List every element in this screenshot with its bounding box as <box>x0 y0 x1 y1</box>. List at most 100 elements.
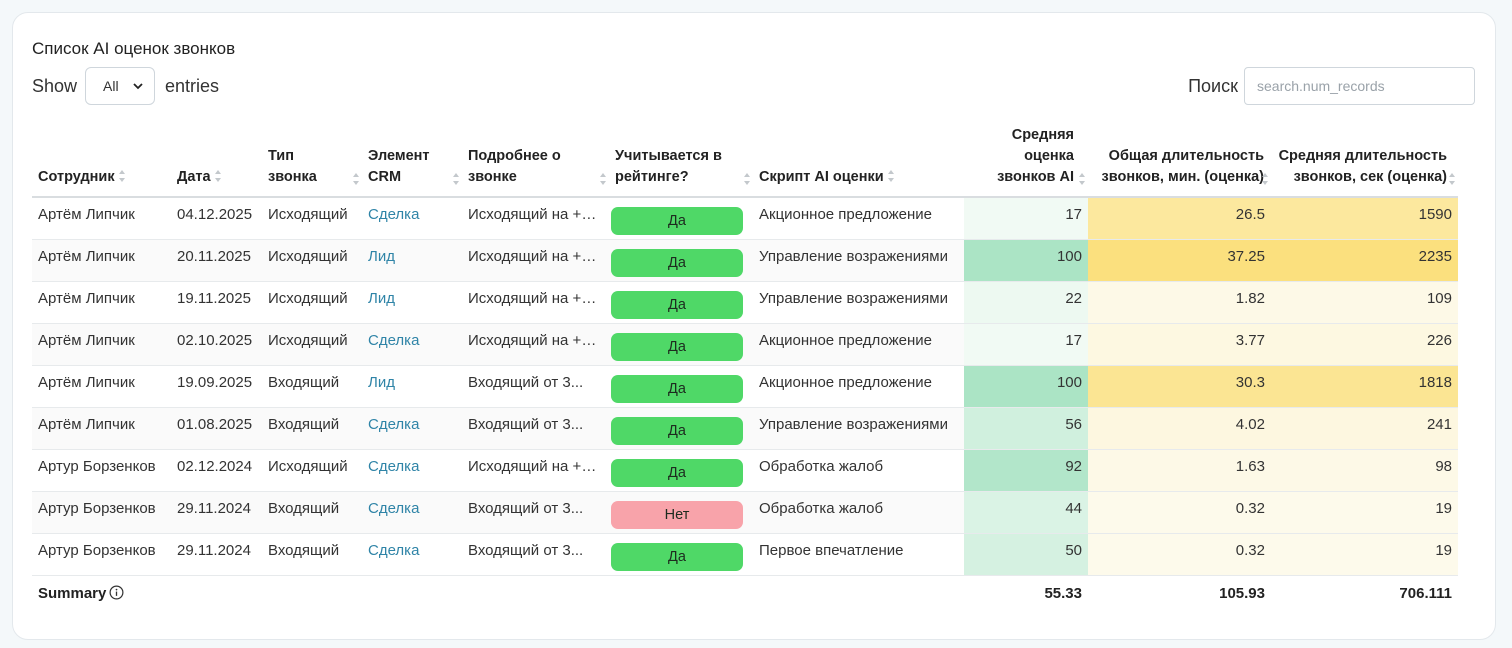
call-type-cell: Исходящий <box>262 281 362 324</box>
ai-script-cell: Первое впечатление <box>753 533 964 576</box>
employee-cell: Артём Липчик <box>32 281 171 324</box>
column-header-in-rating[interactable]: Учитывается в рейтинге? <box>609 125 753 198</box>
crm-link[interactable]: Сделка <box>362 449 462 492</box>
in-rating-badge: Да <box>609 365 753 408</box>
column-header-employee[interactable]: Сотрудник <box>32 125 171 198</box>
employee-cell: Артём Липчик <box>32 197 171 240</box>
in-rating-badge: Да <box>609 197 753 240</box>
column-header-call-type[interactable]: Тип звонка <box>262 125 362 198</box>
rating-badge: Да <box>611 291 743 319</box>
column-header-date[interactable]: Дата <box>171 125 262 198</box>
call-details-cell[interactable]: Исходящий на +79... <box>462 449 609 492</box>
sort-icon <box>353 173 359 185</box>
crm-link[interactable]: Сделка <box>362 491 462 534</box>
crm-link[interactable]: Сделка <box>362 323 462 366</box>
rating-badge: Да <box>611 375 743 403</box>
employee-cell: Артём Липчик <box>32 323 171 366</box>
chevron-down-icon <box>133 83 143 90</box>
entries-select[interactable]: All <box>85 67 156 105</box>
sort-icon <box>600 173 606 185</box>
employee-cell: Артур Борзенков <box>32 449 171 492</box>
date-cell: 19.09.2025 <box>171 365 262 408</box>
call-type-cell: Исходящий <box>262 197 362 240</box>
avg-duration-cell: 19 <box>1271 491 1458 534</box>
call-details-cell[interactable]: Исходящий на +79... <box>462 323 609 366</box>
avg-score-cell: 17 <box>964 197 1088 240</box>
avg-score-cell: 92 <box>964 449 1088 492</box>
search-input[interactable] <box>1244 67 1475 105</box>
column-header-crm-element[interactable]: Элемент CRM <box>362 125 462 198</box>
avg-score-cell: 100 <box>964 239 1088 282</box>
summary-row: Summary 55.33 105.93 706.111 <box>32 574 1458 611</box>
table-row: Артём Липчик 04.12.2025 Исходящий Сделка Исх… <box>32 197 1458 240</box>
show-label: Show <box>32 75 78 96</box>
call-details-cell[interactable]: Входящий от 3... <box>462 491 609 534</box>
date-cell: 19.11.2025 <box>171 281 262 324</box>
call-type-cell: Входящий <box>262 491 362 534</box>
date-cell: 04.12.2025 <box>171 197 262 240</box>
ai-script-cell: Обработка жалоб <box>753 491 964 534</box>
total-duration-cell: 4.02 <box>1088 407 1271 450</box>
avg-score-cell: 56 <box>964 407 1088 450</box>
column-header-avg-ai-score[interactable]: Средняя оценка звонков AI <box>964 125 1088 198</box>
ai-script-cell: Акционное предложение <box>753 323 964 366</box>
total-duration-cell: 1.63 <box>1088 449 1271 492</box>
call-details-cell[interactable]: Входящий от 3... <box>462 407 609 450</box>
crm-link[interactable]: Лид <box>362 239 462 282</box>
table-row: Артём Липчик 19.11.2025 Исходящий Лид Исходя… <box>32 281 1458 324</box>
crm-link[interactable]: Лид <box>362 365 462 408</box>
summary-avg-duration: 706.111 <box>1271 574 1458 611</box>
employee-cell: Артур Борзенков <box>32 533 171 576</box>
crm-link[interactable]: Сделка <box>362 533 462 576</box>
in-rating-badge: Да <box>609 281 753 324</box>
call-details-cell[interactable]: Входящий от 3... <box>462 533 609 576</box>
date-cell: 20.11.2025 <box>171 239 262 282</box>
avg-duration-cell: 1818 <box>1271 365 1458 408</box>
column-header-ai-script[interactable]: Скрипт AI оценки <box>753 125 964 198</box>
rating-badge: Да <box>611 207 743 236</box>
in-rating-badge: Да <box>609 239 753 282</box>
avg-score-cell: 22 <box>964 281 1088 324</box>
total-duration-cell: 26.5 <box>1088 197 1271 240</box>
table-row: Артём Липчик 01.08.2025 Входящий Сделка Вход… <box>32 407 1458 450</box>
total-duration-cell: 1.82 <box>1088 281 1271 324</box>
rating-badge: Нет <box>611 501 743 529</box>
table-row: Артур Борзенков 29.11.2024 Входящий Сделка В… <box>32 533 1458 576</box>
search-control: Поиск <box>1188 67 1475 105</box>
call-type-cell: Исходящий <box>262 239 362 282</box>
avg-duration-cell: 98 <box>1271 449 1458 492</box>
ai-script-cell: Акционное предложение <box>753 365 964 408</box>
column-header-avg-duration[interactable]: Средняя длительность звонков, сек (оценк… <box>1271 125 1458 198</box>
card-title: Список AI оценок звонков <box>32 39 236 58</box>
column-header-call-details[interactable]: Подробнее о звонке <box>462 125 609 198</box>
sort-icon <box>118 170 125 182</box>
in-rating-badge: Да <box>609 407 753 450</box>
crm-link[interactable]: Сделка <box>362 197 462 240</box>
call-details-cell[interactable]: Исходящий на +79... <box>462 281 609 324</box>
in-rating-badge: Да <box>609 533 753 576</box>
column-header-total-duration[interactable]: Общая длительность звонков, мин. (оценка… <box>1088 125 1271 198</box>
crm-link[interactable]: Сделка <box>362 407 462 450</box>
employee-cell: Артур Борзенков <box>32 491 171 534</box>
employee-cell: Артём Липчик <box>32 239 171 282</box>
in-rating-badge: Да <box>609 449 753 492</box>
date-cell: 01.08.2025 <box>171 407 262 450</box>
table-row: Артур Борзенков 29.11.2024 Входящий Сделка В… <box>32 491 1458 534</box>
call-details-cell[interactable]: Исходящий на +79... <box>462 197 609 240</box>
call-details-cell[interactable]: Исходящий на +79... <box>462 239 609 282</box>
call-type-cell: Исходящий <box>262 449 362 492</box>
employee-cell: Артём Липчик <box>32 365 171 408</box>
rating-badge: Да <box>611 249 743 277</box>
crm-link[interactable]: Лид <box>362 281 462 324</box>
employee-cell: Артём Липчик <box>32 407 171 450</box>
info-icon[interactable] <box>109 585 124 600</box>
ai-script-cell: Обработка жалоб <box>753 449 964 492</box>
summary-label-cell: Summary <box>32 574 171 611</box>
summary-score: 55.33 <box>964 574 1088 611</box>
call-details-cell[interactable]: Входящий от 3... <box>462 365 609 408</box>
avg-duration-cell: 109 <box>1271 281 1458 324</box>
date-cell: 29.11.2024 <box>171 533 262 576</box>
ai-script-cell: Управление возражениями <box>753 281 964 324</box>
in-rating-badge: Нет <box>609 491 753 534</box>
total-duration-cell: 30.3 <box>1088 365 1271 408</box>
